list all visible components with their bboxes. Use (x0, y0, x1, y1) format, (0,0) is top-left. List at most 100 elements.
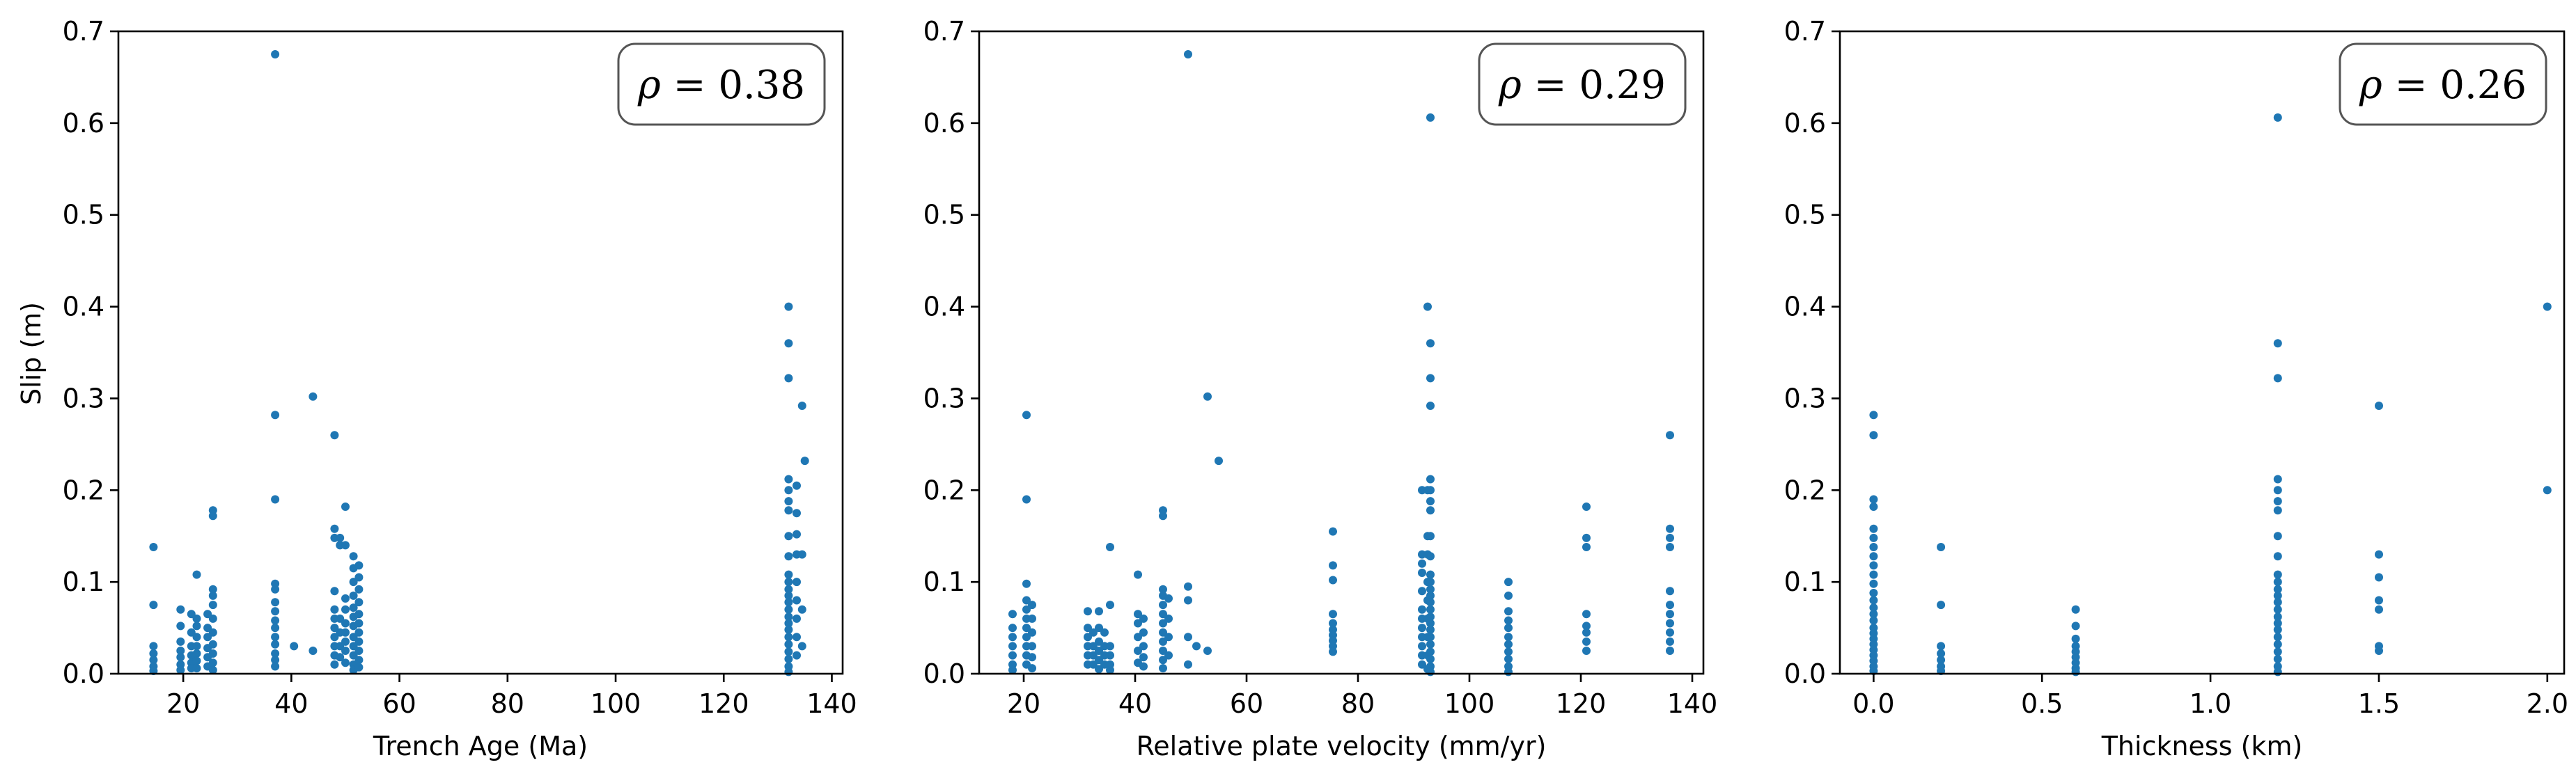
data-point (354, 637, 364, 646)
data-point (784, 647, 793, 656)
data-point (2375, 605, 2383, 614)
data-point (1139, 662, 1148, 671)
data-point (1028, 628, 1036, 637)
data-point (2273, 570, 2282, 579)
data-point (1869, 411, 1878, 420)
data-point (2375, 573, 2383, 582)
data-point (797, 550, 806, 559)
y-tick-label: 0.3 (923, 383, 965, 413)
data-point (354, 610, 364, 619)
data-point (1095, 665, 1103, 674)
data-point (1008, 633, 1017, 642)
data-points (1008, 50, 1674, 677)
y-tick-label: 0.2 (1784, 475, 1826, 505)
data-point (354, 663, 364, 672)
data-point (2273, 486, 2282, 495)
data-point (271, 624, 280, 633)
data-point (1937, 642, 1946, 651)
data-point (784, 612, 793, 622)
data-point (2375, 596, 2383, 605)
data-point (149, 642, 158, 651)
data-point (1423, 302, 1432, 311)
data-point (1582, 533, 1591, 542)
data-point (208, 640, 217, 649)
data-point (1504, 607, 1513, 616)
correlation-annotation-box (2339, 42, 2547, 126)
data-point (1426, 506, 1435, 515)
data-point (1139, 653, 1148, 662)
data-point (1203, 392, 1212, 401)
data-point (1418, 559, 1426, 568)
data-point (793, 578, 801, 587)
x-tick-label: 40 (1118, 688, 1152, 719)
data-point (176, 605, 185, 614)
data-point (2375, 550, 2383, 559)
rho-value: = 0.26 (2382, 63, 2527, 108)
data-point (208, 649, 217, 658)
x-tick-label: 80 (1341, 688, 1375, 719)
data-point (1089, 628, 1098, 637)
data-point (149, 656, 158, 665)
data-point (1106, 543, 1114, 551)
data-point (1869, 543, 1878, 551)
data-point (1869, 579, 1878, 588)
data-point (2071, 622, 2080, 631)
data-point (1666, 533, 1674, 542)
data-point (1215, 457, 1223, 466)
data-point (1937, 656, 1946, 665)
data-point (1666, 543, 1674, 551)
data-point (1100, 628, 1109, 637)
data-points (1869, 113, 2552, 677)
data-point (2273, 625, 2282, 634)
x-tick-label: 60 (1230, 688, 1263, 719)
x-tick-label: 0.5 (2021, 688, 2063, 719)
data-point (176, 647, 185, 655)
data-point (1426, 667, 1435, 677)
data-point (1184, 660, 1192, 669)
data-point (1159, 619, 1167, 628)
data-point (1139, 642, 1148, 651)
x-tick-label: 120 (1556, 688, 1607, 719)
data-point (1095, 607, 1103, 616)
data-point (330, 587, 339, 596)
data-point (1426, 532, 1435, 541)
data-point (1139, 614, 1148, 623)
rho-value: = 0.29 (1522, 63, 1666, 108)
data-point (192, 664, 201, 673)
data-point (1426, 486, 1435, 495)
y-tick-label: 0.2 (923, 475, 965, 505)
x-tick-label: 100 (1444, 688, 1495, 719)
data-point (1134, 619, 1142, 628)
data-point (192, 633, 201, 642)
data-point (1582, 543, 1591, 551)
data-point (336, 533, 345, 542)
y-tick-label: 0.3 (1784, 383, 1826, 413)
x-tick-label: 140 (806, 688, 857, 719)
x-tick-label: 1.5 (2358, 688, 2400, 719)
data-point (1582, 647, 1591, 655)
data-point (1504, 667, 1513, 677)
data-point (354, 656, 364, 665)
data-point (349, 603, 358, 612)
data-point (1134, 610, 1142, 619)
data-point (2273, 475, 2282, 484)
data-point (1426, 570, 1435, 579)
data-point (208, 665, 217, 674)
data-point (800, 457, 809, 466)
correlation-annotation-box (617, 42, 826, 126)
rho-symbol: ρ (1498, 63, 1522, 108)
data-point (341, 628, 350, 637)
data-point (1159, 610, 1167, 619)
data-point (793, 509, 801, 518)
data-point (1504, 616, 1513, 625)
data-point (1164, 594, 1173, 603)
data-point (784, 591, 793, 600)
data-point (1139, 628, 1148, 637)
data-point (354, 628, 364, 637)
data-point (341, 503, 350, 511)
data-point (330, 605, 339, 614)
data-point (1666, 601, 1674, 610)
y-tick-label: 0.3 (63, 383, 104, 413)
data-point (330, 524, 339, 533)
data-point (1184, 50, 1192, 58)
